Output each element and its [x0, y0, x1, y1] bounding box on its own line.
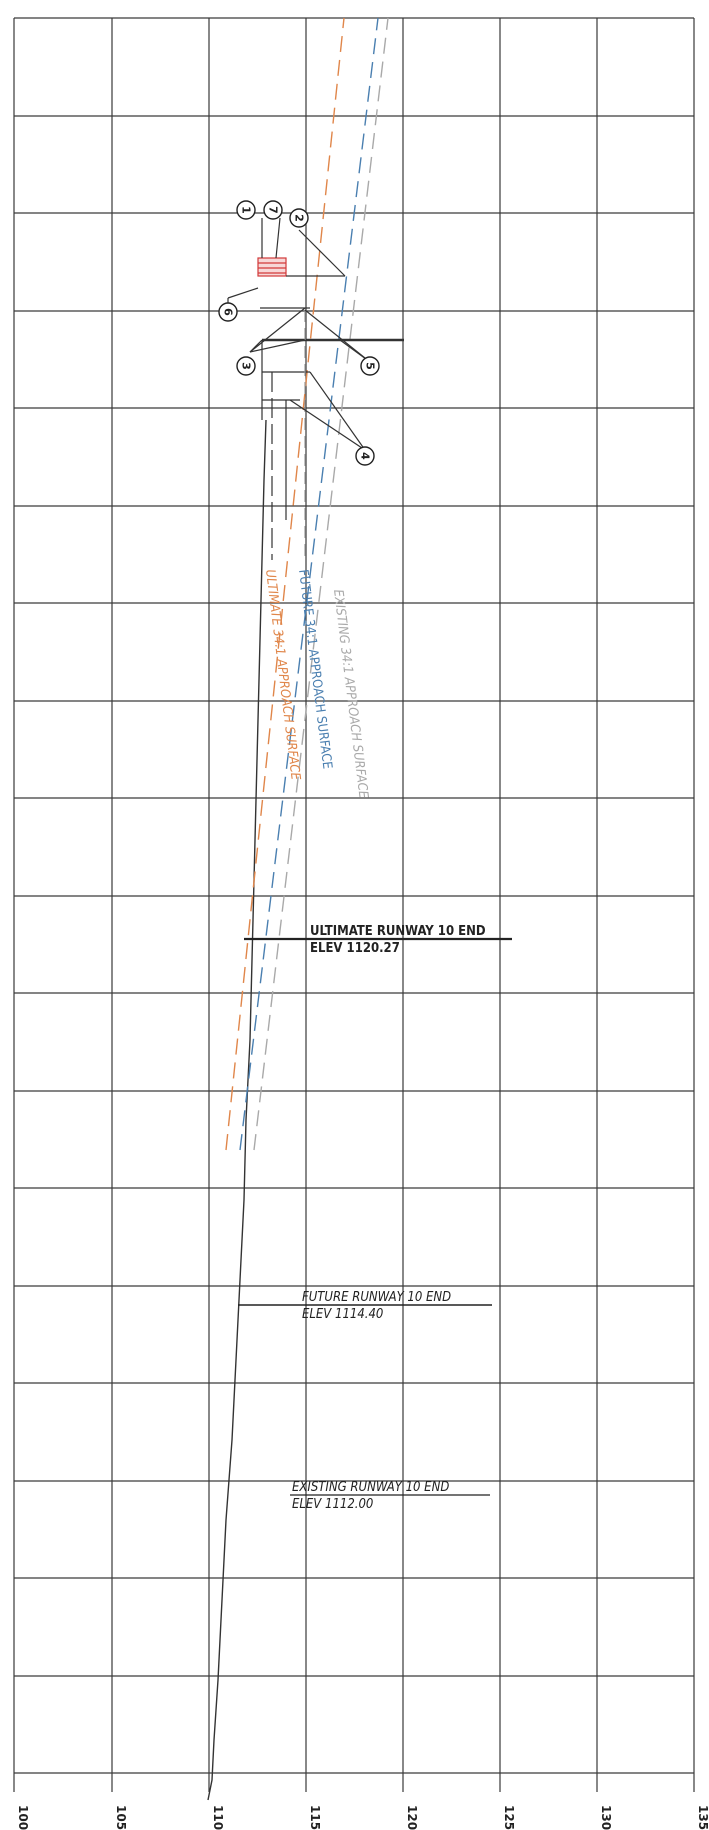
existing-runway-end-elev: ELEV 1112.00: [292, 1497, 373, 1512]
callout-number: 7: [267, 206, 280, 214]
existing-surface-label: EXISTING 34:1 APPROACH SURFACE: [330, 589, 371, 800]
runway-end-existing: EXISTING RUNWAY 10 END ELEV 1112.00: [290, 1480, 490, 1512]
grid: [13, 17, 695, 1792]
elevation-tick-label: 1250: [502, 1805, 516, 1830]
callout-number: 6: [222, 308, 235, 316]
elevation-tick-label: 1200: [405, 1805, 419, 1830]
obstruction-group: [227, 217, 404, 560]
ultimate-runway-end-elev: ELEV 1120.27: [310, 941, 400, 956]
ultimate-surface-label: ULTIMATE 34:1 APPROACH SURFACE: [262, 569, 303, 782]
callout-2: 2: [289, 208, 309, 228]
callout-markers: 1 7 2 6 3 5 4: [218, 200, 380, 466]
callout-3: 3: [236, 356, 256, 376]
ultimate-surface-line: [225, 17, 345, 1151]
callout-number: 2: [293, 214, 306, 222]
runway-end-future: FUTURE RUNWAY 10 END ELEV 1114.40: [238, 1290, 492, 1322]
callout-number: 3: [240, 362, 253, 370]
elevation-tick-label: 1050: [114, 1805, 128, 1830]
callout-5: 5: [360, 356, 380, 376]
callout-7: 7: [263, 200, 283, 220]
callout-4: 4: [355, 446, 375, 466]
future-runway-end-elev: ELEV 1114.40: [302, 1307, 383, 1322]
callout-number: 5: [364, 362, 377, 370]
runway-end-ultimate: ULTIMATE RUNWAY 10 END ELEV 1120.27: [244, 924, 512, 956]
callout-number: 4: [359, 452, 372, 460]
callout-1: 1: [236, 200, 256, 220]
elevation-tick-label: 1300: [599, 1805, 613, 1830]
approach-surfaces: [225, 17, 389, 1151]
elevation-tick-label: 1100: [211, 1805, 225, 1830]
existing-surface-line: [253, 17, 389, 1151]
elevation-tick-label: 1150: [308, 1805, 322, 1830]
future-surface-label: FUTURE 34:1 APPROACH SURFACE: [295, 569, 334, 770]
future-runway-end-name: FUTURE RUNWAY 10 END: [302, 1290, 451, 1305]
elevation-axis: 1000 1050 1100 1150 1200 1250 1300 1350: [16, 1805, 709, 1830]
elevation-tick-label: 1000: [16, 1805, 30, 1830]
callout-6: 6: [218, 302, 238, 322]
ground-profile-line: [207, 419, 267, 1801]
elevation-tick-label: 1350: [696, 1805, 709, 1830]
future-surface-line: [239, 17, 379, 1151]
callout-number: 1: [240, 206, 253, 214]
existing-runway-end-name: EXISTING RUNWAY 10 END: [292, 1480, 449, 1495]
ultimate-runway-end-name: ULTIMATE RUNWAY 10 END: [310, 924, 486, 939]
ground-profile: [207, 419, 267, 1801]
